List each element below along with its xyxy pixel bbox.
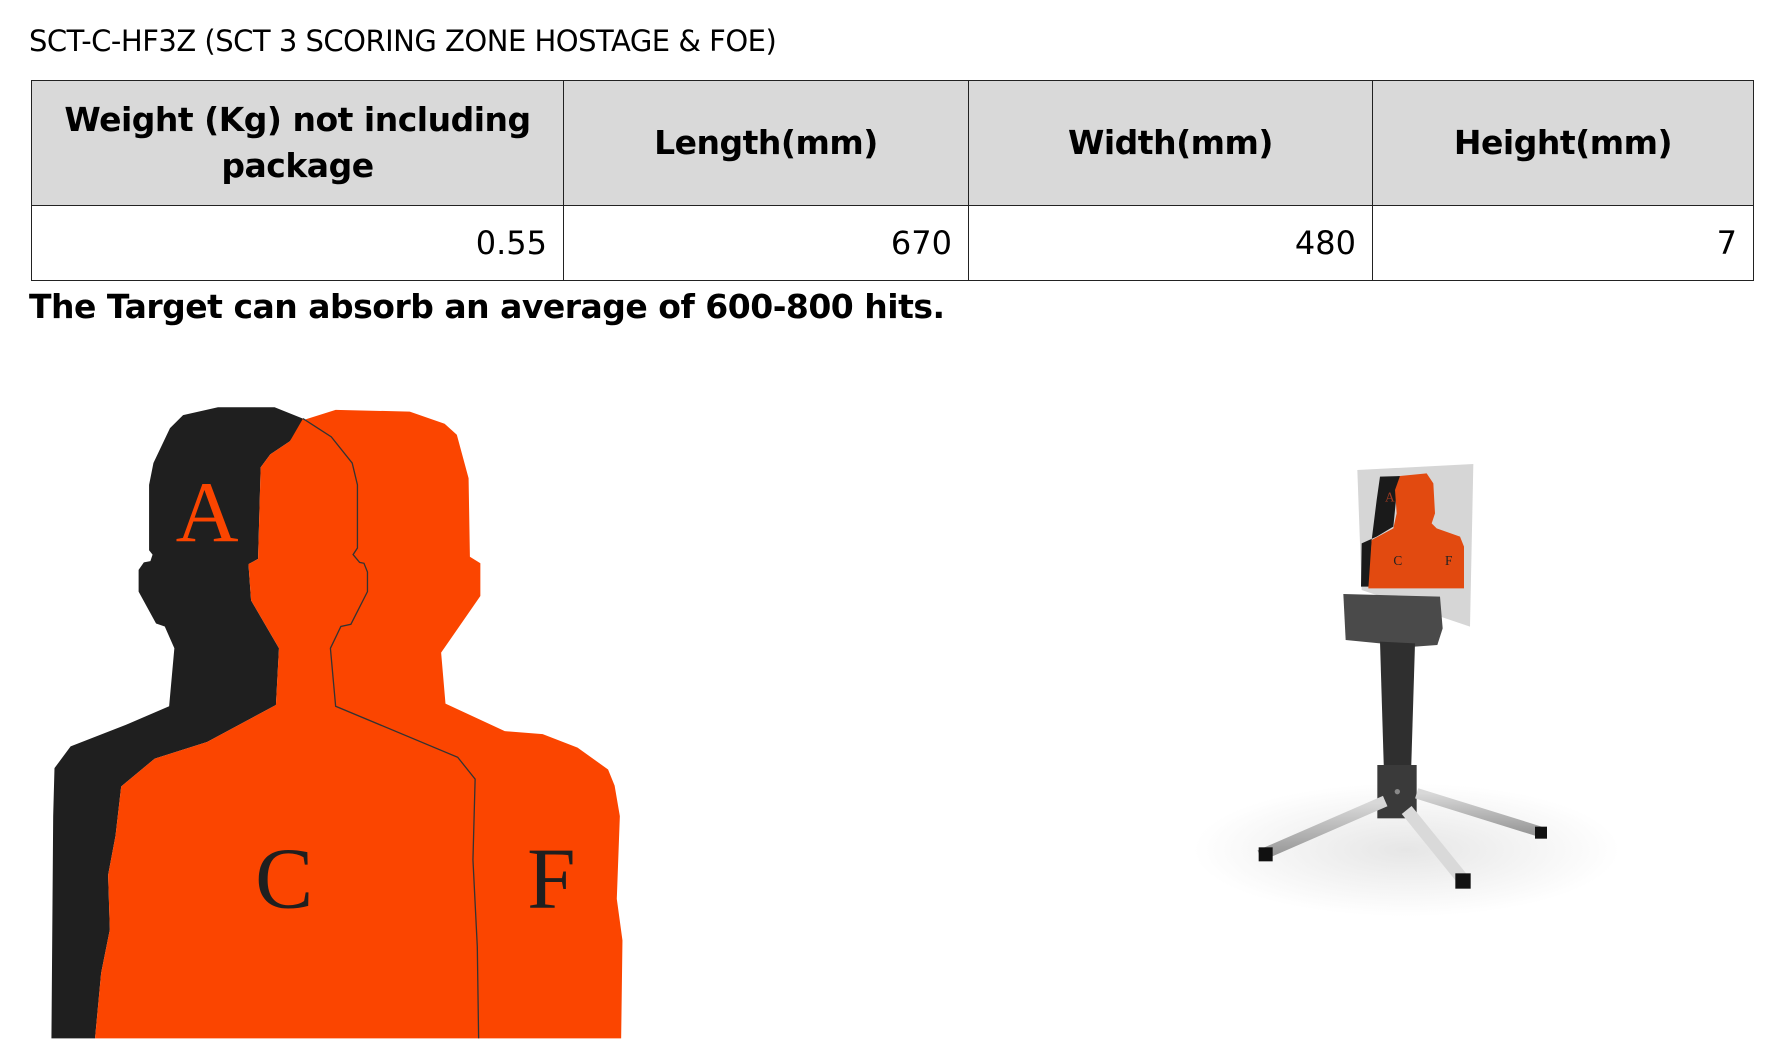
hinge-bolt (1394, 789, 1400, 795)
zone-label-c: C (255, 830, 313, 927)
header-length: Length(mm) (563, 80, 969, 206)
cell-width: 480 (968, 205, 1373, 281)
zone-outline (302, 418, 480, 1039)
cell-height: 7 (1372, 205, 1754, 281)
mini-label-a: A (1385, 490, 1395, 505)
stand-leg-front (1401, 806, 1469, 884)
header-width: Width(mm) (968, 80, 1373, 206)
stand-leg-left (1257, 795, 1388, 861)
hostage-silhouette (51, 407, 306, 1039)
foot-front (1455, 873, 1471, 889)
header-height: Height(mm) (1372, 80, 1754, 206)
stand-leg-right (1415, 788, 1542, 837)
zone-label-f: F (527, 830, 575, 927)
product-title: SCT-C-HF3Z (SCT 3 SCORING ZONE HOSTAGE &… (29, 24, 777, 58)
foe-silhouette (305, 409, 623, 1039)
table-header-row: Weight (Kg) not including package Length… (31, 80, 1754, 206)
center-silhouette (95, 418, 479, 1039)
cell-weight: 0.55 (31, 205, 564, 281)
product-photo: A C F (1193, 464, 1620, 917)
header-weight: Weight (Kg) not including package (31, 80, 564, 206)
table-row: 0.55 670 480 7 (31, 205, 1754, 281)
mini-label-c: C (1393, 553, 1402, 568)
zone-label-a: A (176, 464, 239, 561)
mini-target (1368, 473, 1464, 589)
target-clamp (1343, 594, 1443, 647)
cell-length: 670 (563, 205, 969, 281)
spec-table: Weight (Kg) not including package Length… (31, 80, 1754, 281)
hits-note: The Target can absorb an average of 600-… (29, 287, 945, 326)
floor-shadow (1193, 783, 1620, 917)
foot-left (1258, 847, 1273, 862)
foot-right (1535, 826, 1547, 839)
mini-label-f: F (1445, 553, 1452, 568)
target-diagram: A C F (51, 407, 623, 1039)
